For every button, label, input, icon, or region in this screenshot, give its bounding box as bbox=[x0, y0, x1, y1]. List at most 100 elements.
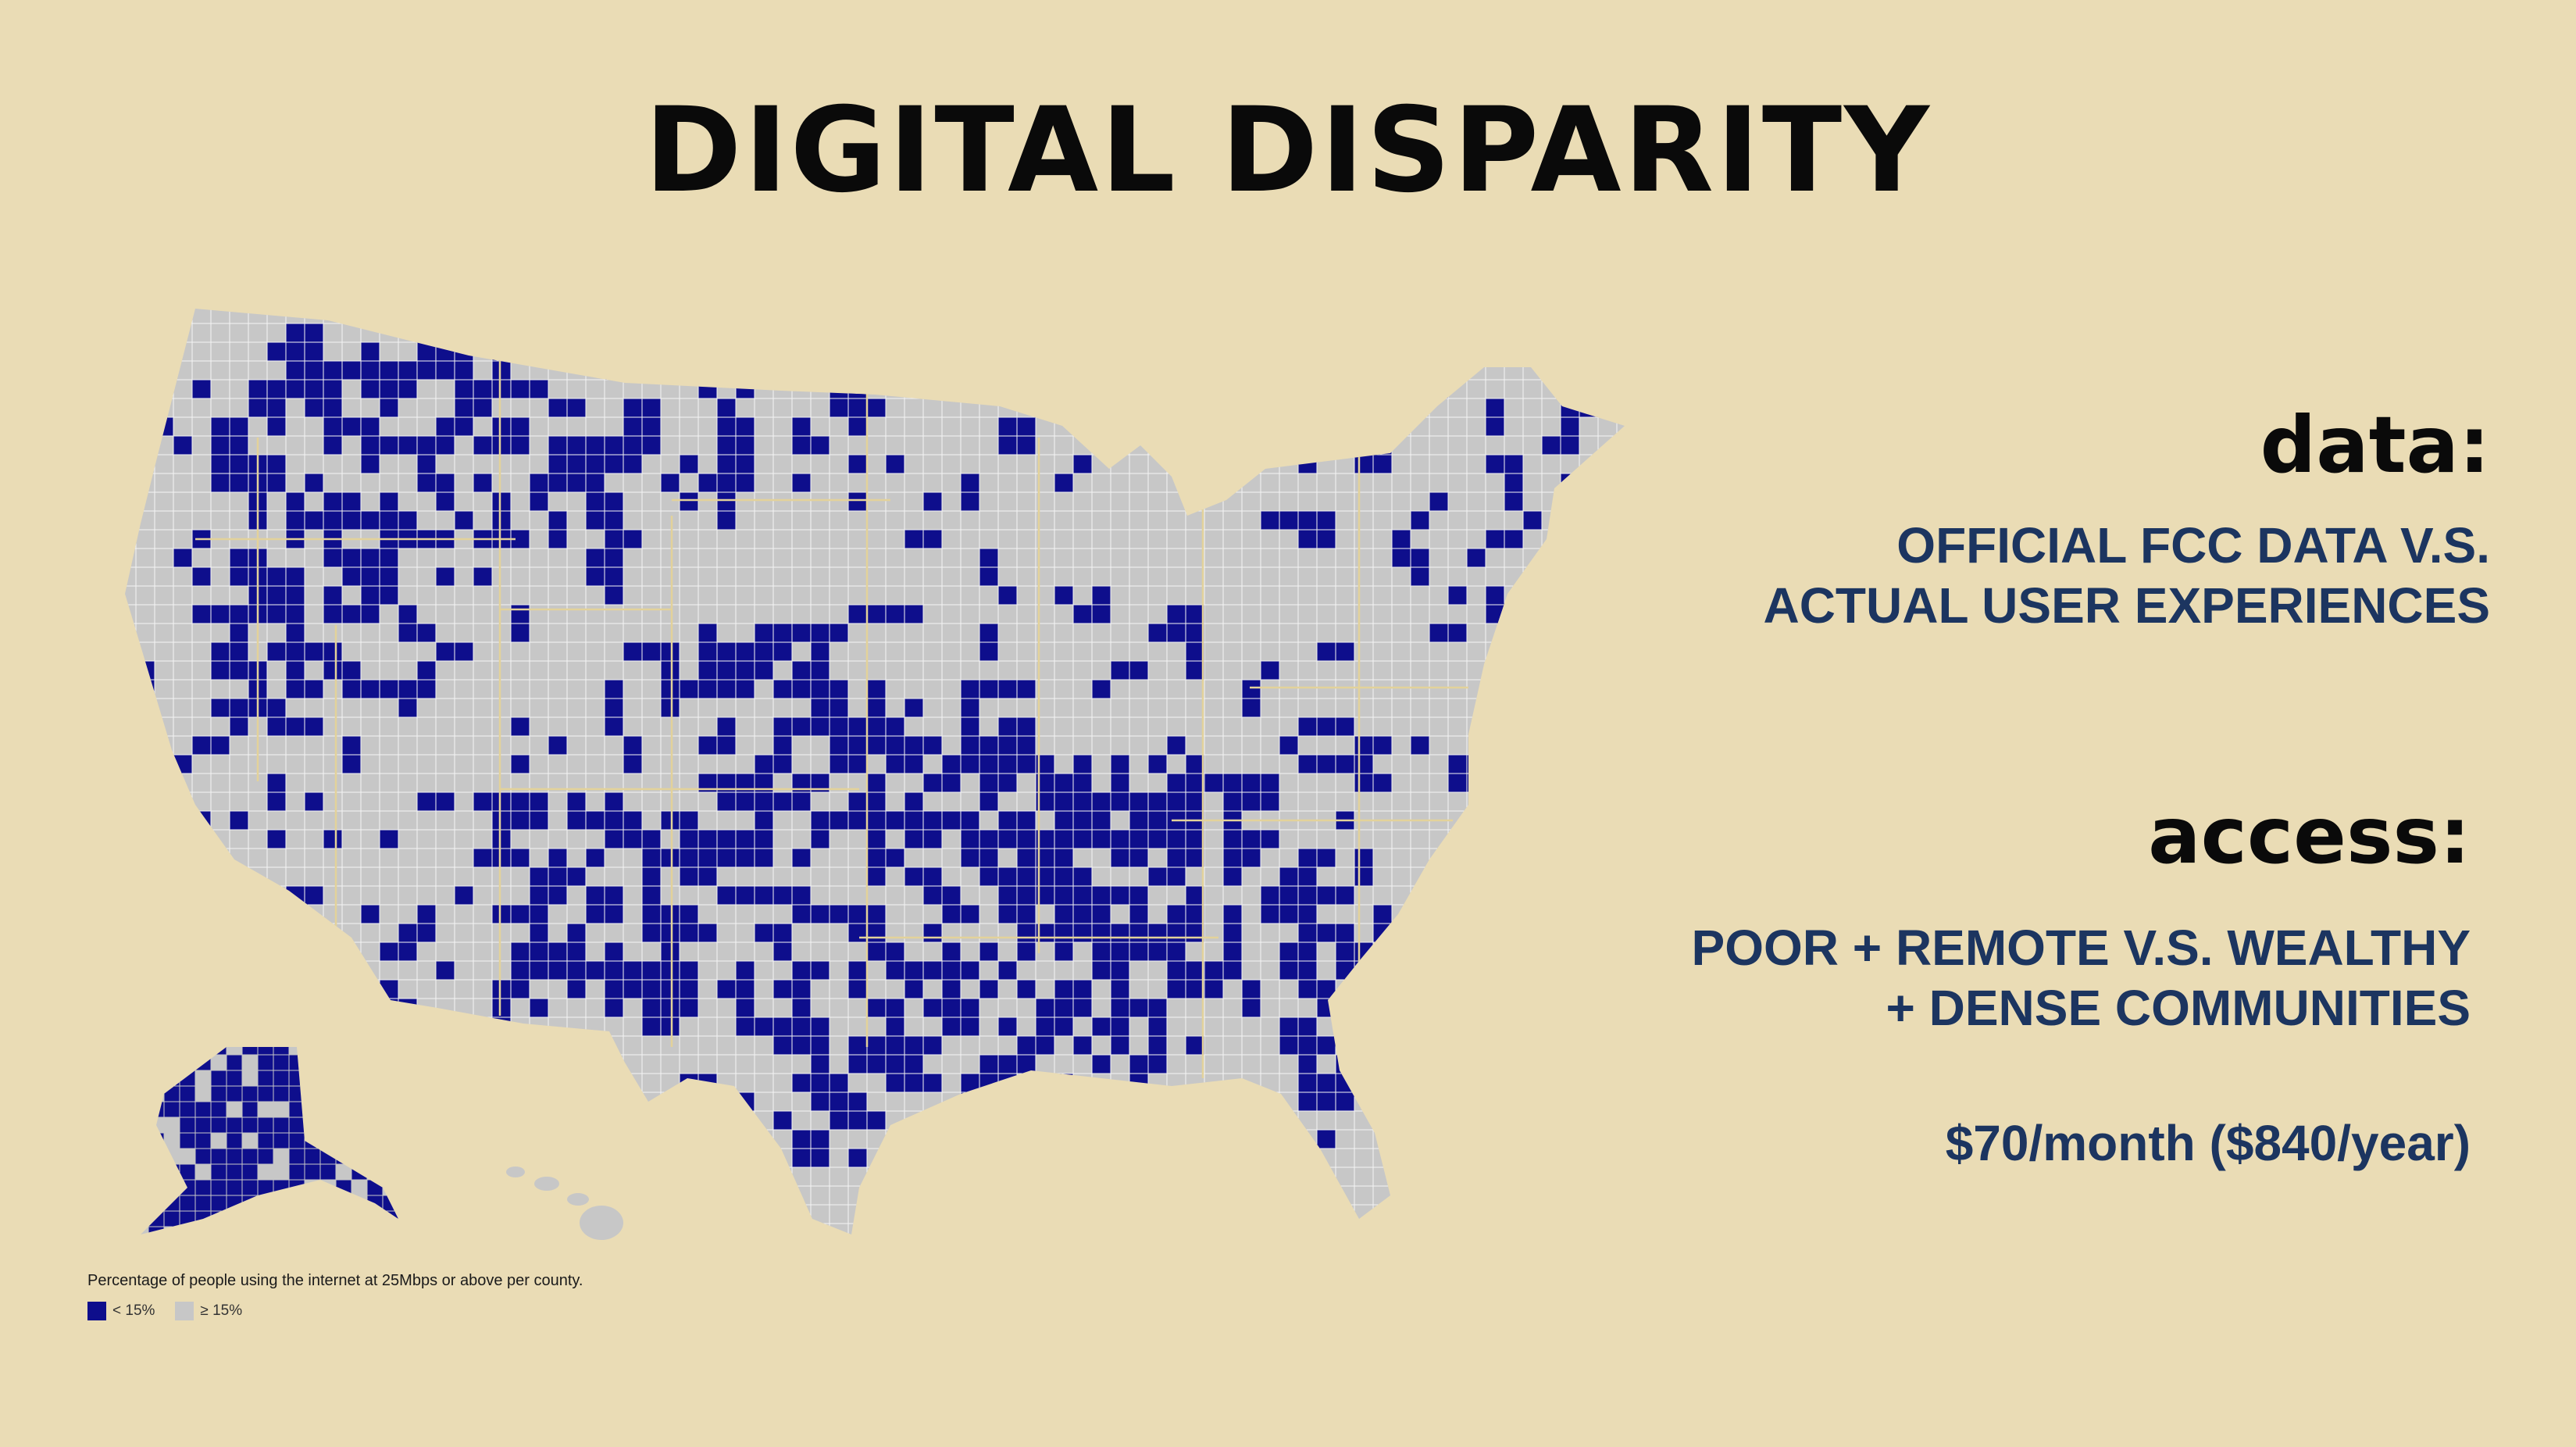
alaska-county-cell bbox=[366, 1101, 384, 1118]
county-cell bbox=[961, 717, 979, 736]
county-cell bbox=[736, 473, 755, 492]
county-cell bbox=[942, 942, 961, 961]
county-cell bbox=[979, 867, 998, 886]
alaska-county-cell bbox=[194, 1132, 212, 1149]
county-cell bbox=[361, 417, 380, 436]
county-cell bbox=[886, 849, 904, 867]
county-cell bbox=[530, 867, 548, 886]
county-cell bbox=[1411, 1036, 1448, 1055]
alaska-county-cell bbox=[288, 1070, 305, 1087]
county-cell bbox=[567, 811, 586, 830]
alaska-county-cell bbox=[382, 1195, 398, 1212]
county-cell bbox=[848, 1055, 867, 1074]
county-cell bbox=[1354, 455, 1373, 473]
county-cell bbox=[848, 755, 867, 774]
county-cell bbox=[455, 361, 473, 380]
county-cell bbox=[173, 755, 192, 774]
county-cell bbox=[904, 698, 923, 717]
county-cell bbox=[680, 924, 698, 942]
county-cell bbox=[998, 1130, 1036, 1149]
county-cell bbox=[830, 323, 848, 342]
county-cell bbox=[605, 586, 623, 605]
county-cell bbox=[605, 530, 623, 548]
alaska-county-cell bbox=[210, 1179, 227, 1196]
county-cell bbox=[923, 999, 942, 1017]
county-cell bbox=[342, 492, 361, 511]
county-cell bbox=[342, 661, 361, 680]
county-cell bbox=[1373, 1074, 1392, 1092]
alaska-county-cell bbox=[163, 1101, 180, 1118]
county-cell bbox=[886, 999, 904, 1017]
alaska-county-cell bbox=[241, 1101, 259, 1118]
county-cell bbox=[511, 323, 530, 342]
county-cell bbox=[998, 1074, 1017, 1092]
county-cell bbox=[1298, 1205, 1317, 1224]
alaska-county-cell bbox=[319, 1148, 337, 1165]
county-cell bbox=[623, 530, 642, 548]
county-cell bbox=[267, 417, 286, 436]
county-cell bbox=[286, 999, 305, 1017]
county-cell bbox=[567, 436, 586, 455]
county-cell bbox=[605, 342, 623, 380]
county-cell bbox=[736, 792, 755, 811]
county-cell bbox=[979, 736, 998, 755]
county-cell bbox=[1167, 942, 1186, 961]
county-cell bbox=[286, 717, 305, 736]
county-cell bbox=[380, 361, 398, 380]
county-cell bbox=[1167, 736, 1186, 755]
page-title: DIGITAL DISPARITY bbox=[644, 83, 1932, 219]
county-cell bbox=[192, 811, 211, 830]
county-cell bbox=[979, 830, 998, 849]
county-cell bbox=[436, 417, 455, 436]
county-cell bbox=[923, 961, 942, 980]
county-cell bbox=[698, 680, 717, 698]
alaska-county-cell bbox=[226, 1117, 243, 1134]
county-cell bbox=[661, 849, 680, 867]
county-cell bbox=[1523, 1205, 1542, 1224]
county-cell bbox=[1561, 473, 1598, 492]
county-cell bbox=[1148, 1130, 1167, 1149]
county-cell bbox=[867, 717, 886, 736]
alaska-county-cell bbox=[288, 1179, 305, 1196]
county-cell bbox=[286, 942, 323, 961]
county-cell bbox=[867, 849, 886, 867]
county-cell bbox=[323, 436, 342, 455]
alaska-county-cell bbox=[194, 1117, 212, 1134]
county-cell bbox=[1542, 309, 1561, 342]
county-cell bbox=[755, 849, 773, 867]
county-cell bbox=[1279, 961, 1298, 980]
alaska-county-cell bbox=[257, 1117, 274, 1134]
county-cell bbox=[586, 905, 605, 924]
county-cell bbox=[248, 1205, 267, 1224]
county-cell bbox=[1186, 849, 1204, 867]
county-cell bbox=[848, 417, 867, 436]
county-cell bbox=[230, 924, 248, 942]
county-cell bbox=[548, 436, 567, 455]
county-cell bbox=[1298, 980, 1317, 999]
county-cell bbox=[642, 849, 661, 867]
county-cell bbox=[661, 361, 680, 380]
alaska-county-cell bbox=[335, 1226, 352, 1234]
county-cell bbox=[511, 755, 530, 774]
county-cell bbox=[380, 1055, 417, 1074]
county-cell bbox=[942, 886, 961, 905]
county-cell bbox=[125, 1111, 136, 1130]
alaska-county-cell bbox=[273, 1117, 290, 1134]
hawaii-islands bbox=[506, 1167, 623, 1240]
county-cell bbox=[661, 642, 680, 661]
alaska-county-cell bbox=[241, 1195, 259, 1212]
county-cell bbox=[511, 1036, 530, 1055]
county-cell bbox=[267, 342, 286, 361]
county-cell bbox=[1223, 436, 1242, 455]
alaska-county-cell bbox=[382, 1101, 398, 1118]
alaska-county-cell bbox=[141, 1132, 149, 1149]
county-cell bbox=[736, 680, 755, 698]
county-cell bbox=[998, 811, 1017, 830]
county-cell bbox=[1617, 1036, 1625, 1055]
county-cell bbox=[1073, 605, 1092, 623]
county-cell bbox=[867, 774, 886, 792]
county-cell bbox=[1167, 792, 1186, 811]
county-cell bbox=[1298, 717, 1317, 736]
county-cell bbox=[136, 999, 155, 1017]
county-cell bbox=[792, 661, 811, 680]
